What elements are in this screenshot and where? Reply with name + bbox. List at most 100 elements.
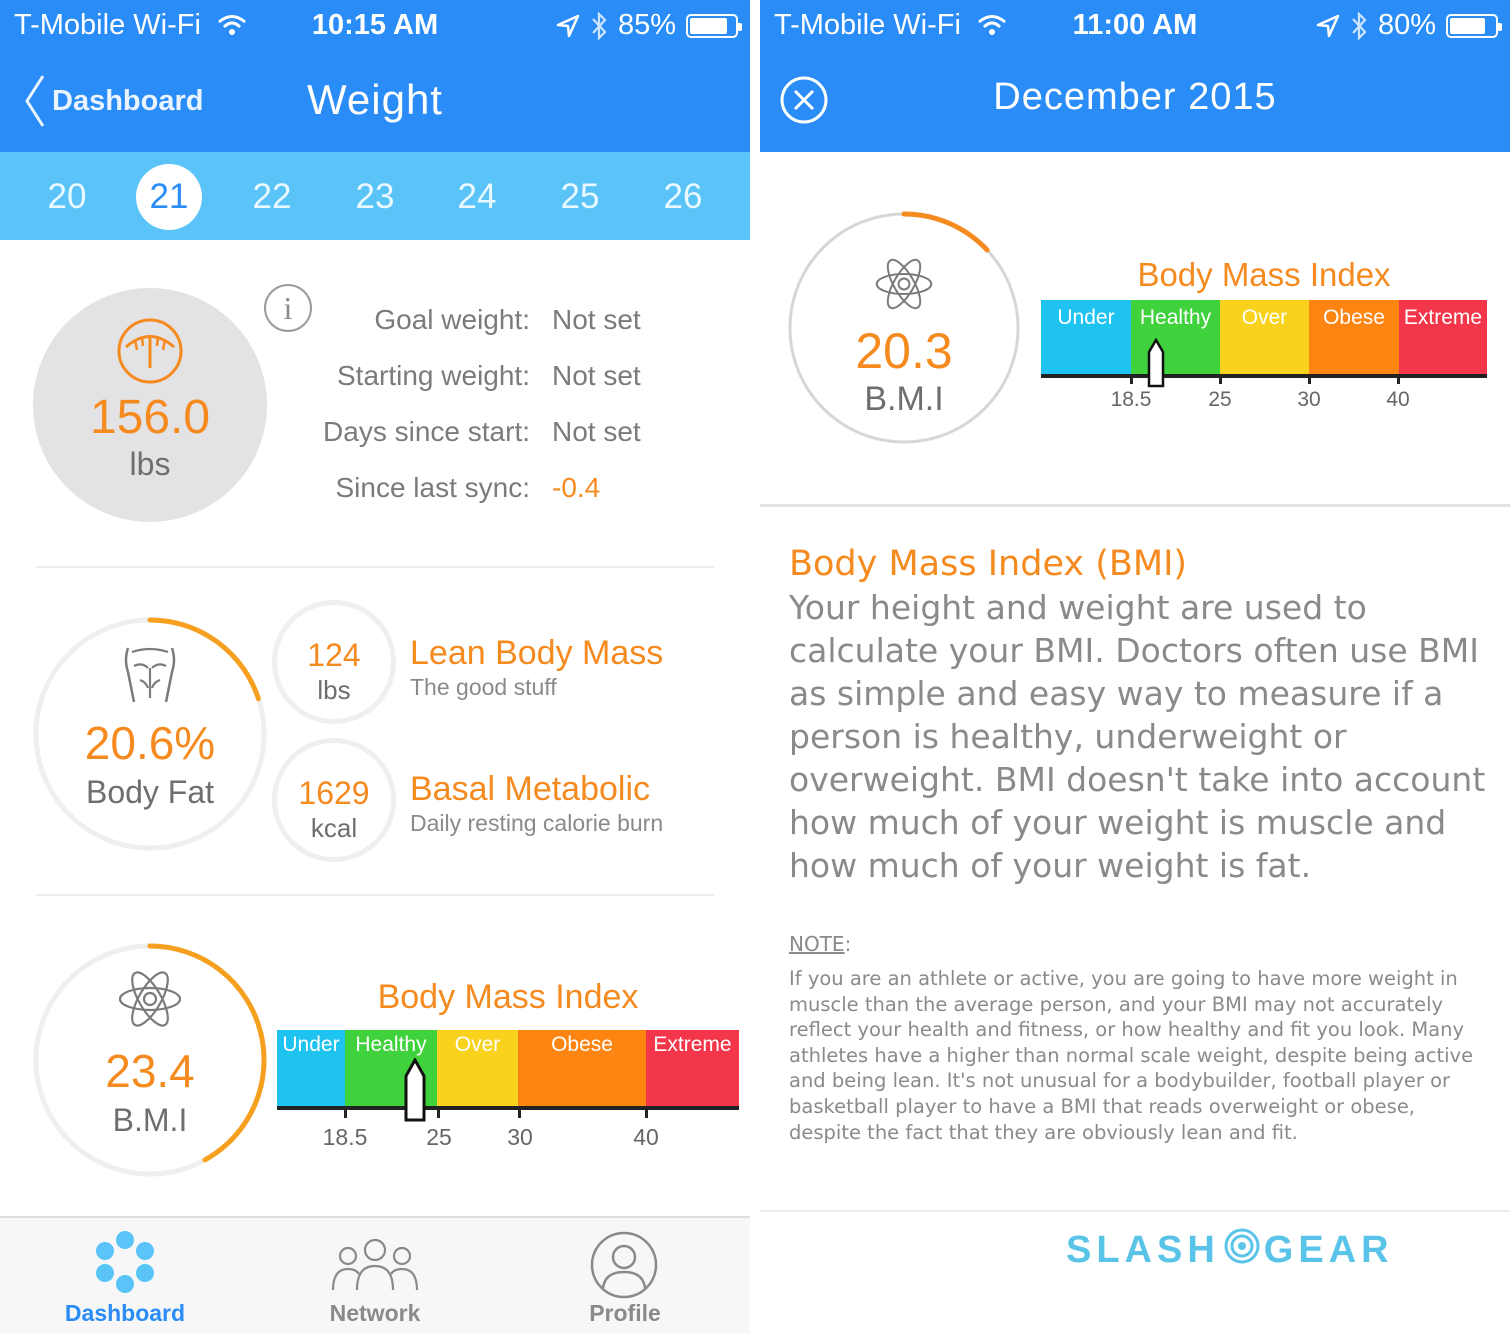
carrier-indicator: T-Mobile Wi-Fi (774, 9, 1007, 42)
section-divider (36, 894, 714, 896)
date-item-selected[interactable]: 21 (136, 164, 202, 230)
bmi-value: 20.3 (855, 323, 953, 379)
status-bar: T-Mobile Wi-Fi 11:00 AM 80% (760, 0, 1510, 52)
scale-tick (1397, 374, 1400, 384)
status-bar: T-Mobile Wi-Fi 10:15 AM 85% (0, 0, 750, 52)
screen-gap (750, 0, 760, 1334)
bmi-scale: Under Healthy Over Obese Extreme 18.5 25… (277, 1030, 739, 1150)
scale-icon (117, 318, 183, 384)
date-item[interactable]: 25 (560, 177, 600, 216)
carrier-indicator: T-Mobile Wi-Fi (14, 9, 247, 42)
watermark: SLASH GEAR (1066, 1226, 1394, 1272)
scale-tick (437, 1106, 440, 1118)
scale-tick (1130, 374, 1133, 384)
goal-weight-label: Goal weight: (374, 304, 530, 335)
nav-bar: Dashboard Weight (0, 52, 750, 152)
section-divider (760, 1210, 1510, 1212)
bluetooth-icon (592, 11, 607, 40)
body-fat-value: 20.6% (84, 717, 216, 769)
battery-percent: 85% (617, 9, 676, 41)
network-icon (331, 1238, 419, 1291)
watermark-left: SLASH (1066, 1229, 1220, 1271)
battery-percent: 80% (1377, 9, 1436, 41)
wifi-icon (217, 15, 246, 35)
tab-bar: Dashboard Network Profile (0, 1216, 750, 1334)
bmi-unit-label: B.M.I (864, 380, 944, 418)
scale-seg-over: Over (437, 1030, 518, 1106)
weight-circle[interactable] (33, 288, 267, 522)
scale-tick-label: 25 (426, 1124, 452, 1150)
lean-mass-circle[interactable]: 124 lbs (272, 600, 396, 724)
note-label: NOTE: (789, 932, 851, 956)
bmi-ring[interactable] (784, 208, 1024, 448)
bmi-scale-title: Body Mass Index (1137, 256, 1391, 293)
scale-seg-extreme: Extreme (646, 1030, 739, 1106)
weight-screen: T-Mobile Wi-Fi 10:15 AM 85% Dashboard We… (0, 0, 750, 1334)
since-last-sync-label: Since last sync: (335, 472, 530, 503)
carrier-label: T-Mobile Wi-Fi (14, 9, 201, 41)
info-heading: Body Mass Index (BMI) (789, 544, 1188, 584)
bluetooth-icon (1352, 11, 1367, 40)
scale-seg-healthy: Healthy (345, 1030, 437, 1106)
scale-seg-obese: Obese (518, 1030, 646, 1106)
scale-baseline (277, 1106, 739, 1110)
date-item[interactable]: 23 (355, 177, 395, 216)
clock: 11:00 AM (1072, 9, 1198, 41)
date-item[interactable]: 20 (47, 177, 87, 216)
nav-bar: December 2015 (760, 52, 1510, 152)
scale-tick (344, 1106, 347, 1118)
location-arrow-icon (556, 14, 580, 37)
profile-icon (590, 1231, 658, 1299)
tab-label: Profile (589, 1300, 661, 1326)
bmi-label: B.M.I (112, 1102, 188, 1138)
scale-tick-label: 25 (1208, 388, 1232, 411)
date-item[interactable]: 22 (252, 177, 292, 216)
bmi-scale-title: Body Mass Index (377, 978, 639, 1016)
date-item[interactable]: 24 (457, 177, 497, 216)
basal-value: 1629 (298, 775, 370, 811)
note-body: If you are an athlete or active, you are… (789, 967, 1474, 1144)
goal-weight-value: Not set (552, 304, 641, 335)
battery-icon (1446, 13, 1502, 38)
tab-label: Dashboard (64, 1300, 186, 1326)
basal-title: Basal Metabolic (410, 770, 651, 808)
basal-circle[interactable]: 1629 kcal (272, 738, 396, 862)
tab-profile[interactable]: Profile (500, 1218, 750, 1334)
scale-tick-label: 18.5 (1110, 388, 1152, 411)
body-fat-ring[interactable] (30, 614, 270, 854)
basal-unit: kcal (310, 813, 358, 843)
basal-subtitle: Daily resting calorie burn (410, 810, 664, 836)
scale-seg-over: Over (1220, 300, 1309, 376)
back-label: Dashboard (52, 84, 204, 117)
close-icon[interactable] (780, 76, 828, 124)
info-button[interactable]: i (264, 284, 312, 332)
battery-icon (686, 13, 742, 38)
lean-mass-unit: lbs (317, 675, 351, 705)
scale-tick-label: 40 (633, 1124, 659, 1150)
dashboard-icon (96, 1231, 154, 1293)
lean-mass-value: 124 (307, 637, 361, 673)
scale-tick (1219, 374, 1222, 384)
page-title: Weight (307, 76, 443, 123)
page-title: December 2015 (993, 76, 1277, 118)
bmi-detail-screen: T-Mobile Wi-Fi 11:00 AM 80% December 201… (760, 0, 1510, 1334)
body-fat-label: Body Fat (85, 774, 215, 810)
section-divider (36, 566, 714, 568)
date-item[interactable]: 26 (663, 177, 703, 216)
scale-seg-extreme: Extreme (1399, 300, 1487, 376)
scale-tick-label: 30 (507, 1124, 533, 1150)
back-button[interactable]: Dashboard (24, 74, 203, 128)
note-label-text: NOTE (789, 932, 845, 956)
scale-tick (645, 1106, 648, 1118)
tab-dashboard[interactable]: Dashboard (0, 1218, 250, 1334)
torso-icon (124, 647, 176, 703)
note-colon: : (844, 932, 852, 956)
date-strip: 20 21 22 23 24 25 26 (0, 152, 750, 240)
scale-tick (518, 1106, 521, 1118)
carrier-label: T-Mobile Wi-Fi (774, 9, 961, 41)
weight-value: 156.0 (89, 391, 211, 444)
bmi-ring[interactable] (30, 940, 270, 1180)
atom-icon (118, 971, 182, 1027)
tab-network[interactable]: Network (250, 1218, 500, 1334)
lean-mass-subtitle: The good stuff (410, 674, 557, 700)
